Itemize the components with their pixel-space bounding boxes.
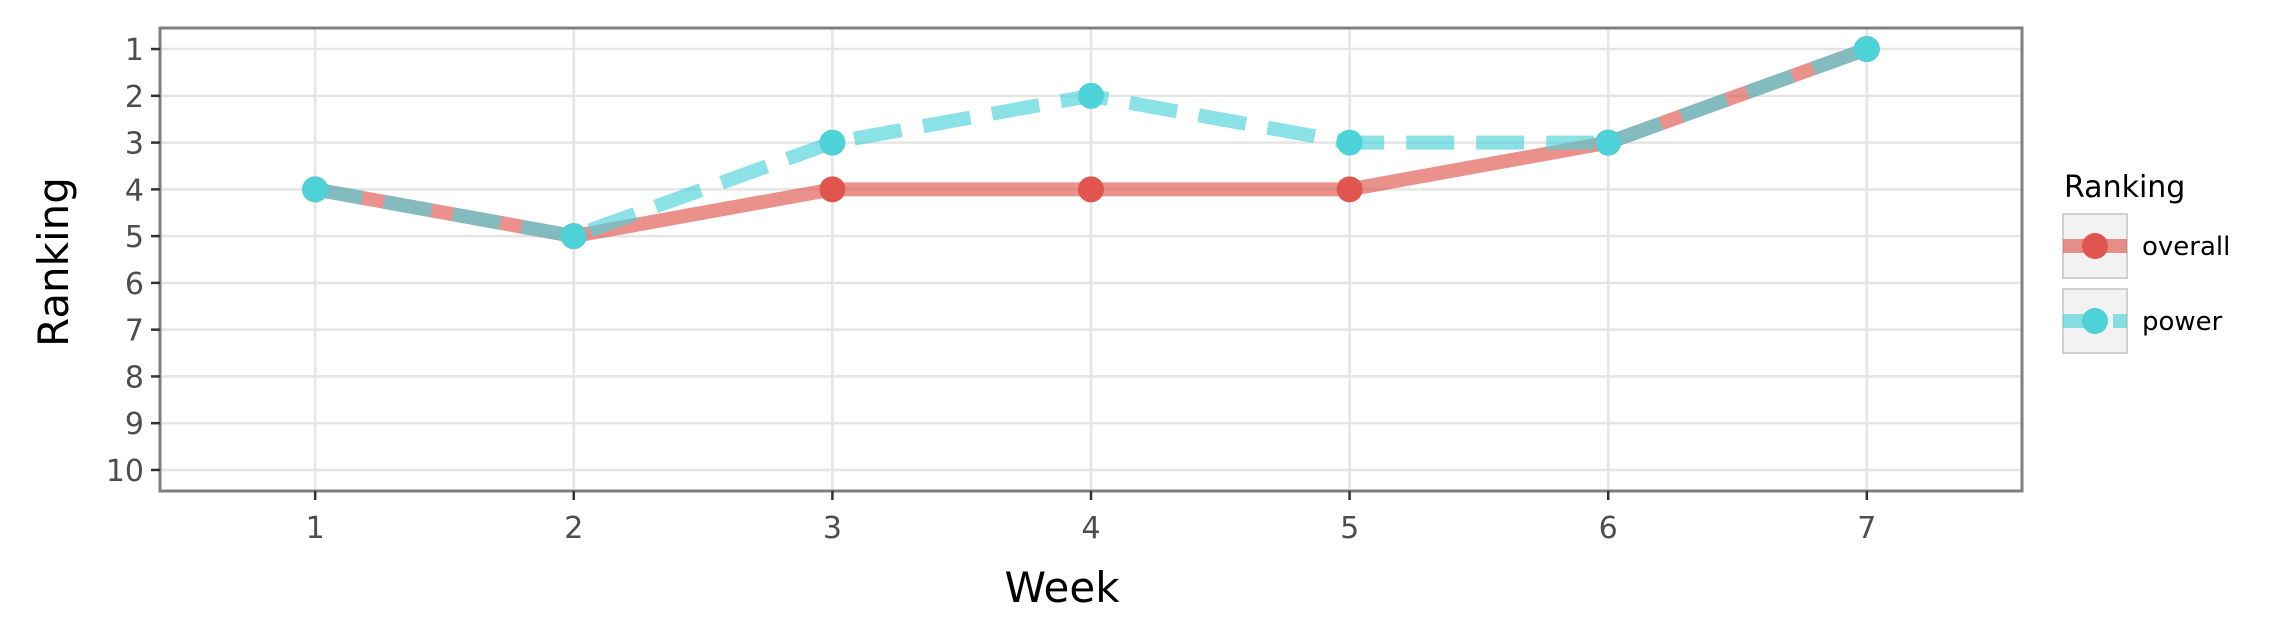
data-point-power (302, 176, 329, 203)
y-tick-label: 7 (125, 314, 144, 349)
y-tick-label: 4 (125, 173, 144, 208)
y-tick-label: 5 (125, 220, 144, 255)
y-tick-label: 8 (125, 360, 144, 395)
legend-point-overall (2082, 233, 2108, 259)
data-point-power (1853, 36, 1880, 63)
y-axis: 1 2 3 4 5 6 7 8 9 10 (106, 33, 160, 489)
y-tick-label: 6 (125, 267, 144, 302)
legend-label-power: power (2142, 307, 2223, 337)
data-point-overall (819, 176, 846, 203)
x-tick-label: 1 (306, 511, 325, 546)
y-tick-label: 9 (125, 407, 144, 442)
legend-title: Ranking (2064, 170, 2185, 205)
x-tick-label: 3 (823, 511, 842, 546)
legend-point-power (2082, 308, 2108, 334)
data-point-power (1336, 129, 1363, 156)
data-point-overall (1336, 176, 1363, 203)
x-tick-label: 5 (1340, 511, 1359, 546)
x-tick-label: 2 (564, 511, 583, 546)
x-tick-label: 7 (1857, 511, 1876, 546)
x-axis: 1 2 3 4 5 6 7 (306, 491, 1876, 546)
data-point-power (1595, 129, 1622, 156)
y-axis-title: Ranking (29, 177, 78, 347)
legend-label-overall: overall (2142, 232, 2230, 262)
x-tick-label: 4 (1081, 511, 1100, 546)
y-tick-label: 2 (125, 80, 144, 115)
data-point-power (819, 129, 846, 156)
legend: Ranking overall power (2062, 170, 2230, 354)
data-point-power (560, 223, 587, 250)
series-points (302, 36, 1880, 250)
y-tick-label: 3 (125, 127, 144, 162)
data-point-overall (1078, 176, 1104, 203)
x-tick-label: 6 (1599, 511, 1618, 546)
y-tick-label: 1 (125, 33, 144, 68)
x-axis-title: Week (1004, 563, 1120, 612)
data-point-power (1078, 82, 1104, 109)
y-tick-label: 10 (106, 454, 144, 489)
